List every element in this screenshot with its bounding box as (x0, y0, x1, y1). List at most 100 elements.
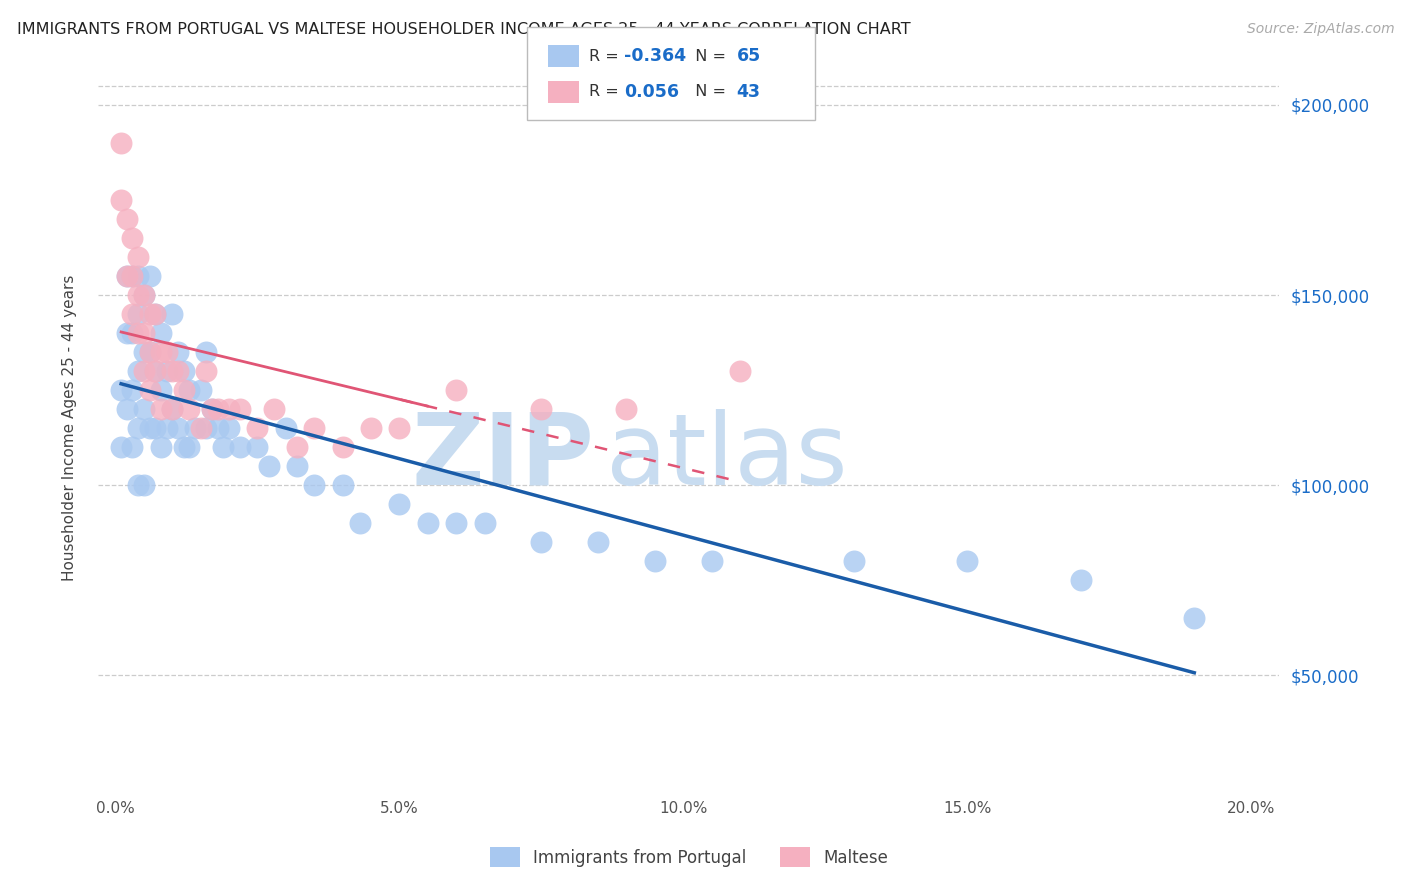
Point (229, 402, 252, 417)
Point (190, 383, 212, 397)
Point (143, 364, 166, 378)
Point (110, 193, 132, 207)
Point (132, 288, 155, 302)
Point (349, 516, 371, 531)
Point (530, 535, 553, 549)
Point (388, 497, 411, 511)
Point (127, 268, 149, 283)
Point (285, 440, 308, 454)
Point (127, 478, 149, 492)
Point (121, 326, 143, 340)
Point (149, 440, 172, 454)
Point (956, 554, 979, 568)
Point (149, 402, 172, 417)
Point (173, 383, 195, 397)
Point (1182, 611, 1205, 625)
Point (162, 307, 183, 321)
Point (179, 402, 201, 417)
Point (167, 364, 190, 378)
Text: -0.364: -0.364 (624, 47, 686, 65)
Point (110, 383, 132, 397)
Point (127, 421, 149, 435)
Point (842, 554, 865, 568)
Point (127, 250, 149, 264)
Point (586, 535, 609, 549)
Point (132, 326, 155, 340)
Point (212, 440, 235, 454)
Point (229, 440, 252, 454)
Point (179, 440, 201, 454)
Point (143, 364, 166, 378)
Point (138, 268, 160, 283)
Point (218, 402, 240, 417)
Point (285, 459, 308, 474)
Point (132, 364, 155, 378)
Point (149, 326, 172, 340)
Point (444, 516, 467, 531)
Point (121, 307, 143, 321)
Point (195, 421, 218, 435)
Point (201, 402, 224, 417)
Text: IMMIGRANTS FROM PORTUGAL VS MALTESE HOUSEHOLDER INCOME AGES 25 - 44 YEARS CORREL: IMMIGRANTS FROM PORTUGAL VS MALTESE HOUS… (17, 22, 911, 37)
Point (138, 421, 160, 435)
Point (149, 345, 172, 359)
Point (644, 554, 666, 568)
Point (246, 440, 269, 454)
Point (700, 554, 723, 568)
Text: N =: N = (685, 49, 731, 63)
Point (127, 307, 149, 321)
Point (143, 421, 166, 435)
Point (115, 402, 138, 417)
Point (121, 440, 143, 454)
Text: atlas: atlas (606, 409, 848, 506)
Point (195, 345, 218, 359)
Point (530, 402, 553, 417)
Point (302, 421, 325, 435)
Point (167, 421, 190, 435)
Point (246, 421, 269, 435)
Point (173, 364, 195, 378)
Point (121, 268, 143, 283)
Point (115, 268, 138, 283)
Point (173, 440, 195, 454)
Point (138, 383, 160, 397)
Point (132, 402, 155, 417)
Text: R =: R = (589, 85, 628, 99)
Point (302, 478, 325, 492)
Point (167, 345, 190, 359)
Text: 43: 43 (737, 83, 761, 101)
Point (416, 516, 439, 531)
Point (274, 421, 297, 435)
Point (115, 268, 138, 283)
Point (162, 402, 183, 417)
Point (110, 440, 132, 454)
Text: 65: 65 (737, 47, 761, 65)
Legend: Immigrants from Portugal, Maltese: Immigrants from Portugal, Maltese (481, 839, 897, 875)
Point (162, 402, 183, 417)
Point (257, 459, 280, 474)
Point (121, 268, 143, 283)
Point (115, 212, 138, 227)
Text: R =: R = (589, 49, 624, 63)
Point (1070, 574, 1092, 588)
Point (132, 288, 155, 302)
Point (616, 402, 638, 417)
Point (332, 478, 354, 492)
Point (149, 383, 172, 397)
Text: N =: N = (685, 85, 731, 99)
Point (184, 421, 207, 435)
Point (155, 421, 177, 435)
Point (201, 402, 224, 417)
Point (388, 421, 411, 435)
Point (190, 421, 212, 435)
Point (132, 345, 155, 359)
Point (138, 307, 160, 321)
Point (138, 345, 160, 359)
Point (127, 288, 149, 302)
Point (121, 231, 143, 245)
Point (207, 421, 229, 435)
Text: Source: ZipAtlas.com: Source: ZipAtlas.com (1247, 22, 1395, 37)
Point (444, 383, 467, 397)
Text: 0.056: 0.056 (624, 83, 679, 101)
Text: ZIP: ZIP (412, 409, 595, 506)
